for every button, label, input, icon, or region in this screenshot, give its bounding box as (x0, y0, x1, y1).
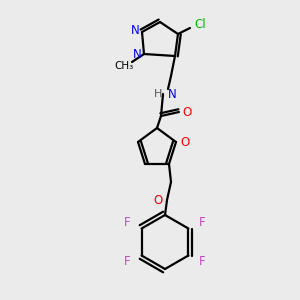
Text: N: N (168, 88, 177, 100)
Text: Cl: Cl (194, 17, 206, 31)
Text: CH₃: CH₃ (114, 61, 134, 71)
Text: H: H (154, 89, 162, 99)
Text: O: O (153, 194, 163, 206)
Text: N: N (130, 25, 140, 38)
Text: O: O (182, 106, 192, 118)
Text: F: F (199, 216, 206, 229)
Text: F: F (124, 255, 131, 268)
Text: F: F (124, 216, 131, 229)
Text: F: F (199, 255, 206, 268)
Text: N: N (133, 47, 141, 61)
Text: O: O (180, 136, 190, 148)
